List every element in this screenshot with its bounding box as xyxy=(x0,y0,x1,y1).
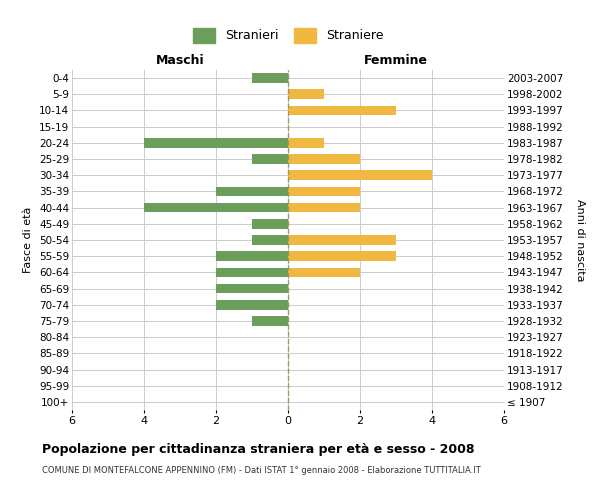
Bar xyxy=(252,235,288,245)
Bar xyxy=(252,73,288,83)
Bar xyxy=(252,154,288,164)
Bar xyxy=(216,252,288,261)
Y-axis label: Anni di nascita: Anni di nascita xyxy=(575,198,584,281)
Y-axis label: Fasce di età: Fasce di età xyxy=(23,207,34,273)
Bar xyxy=(216,300,288,310)
Text: Maschi: Maschi xyxy=(155,54,205,67)
Text: COMUNE DI MONTEFALCONE APPENNINO (FM) - Dati ISTAT 1° gennaio 2008 - Elaborazion: COMUNE DI MONTEFALCONE APPENNINO (FM) - … xyxy=(42,466,481,475)
Bar xyxy=(288,106,396,116)
Bar xyxy=(144,203,288,212)
Bar xyxy=(288,170,432,180)
Bar xyxy=(252,316,288,326)
Bar xyxy=(144,138,288,147)
Text: Popolazione per cittadinanza straniera per età e sesso - 2008: Popolazione per cittadinanza straniera p… xyxy=(42,442,475,456)
Bar xyxy=(216,268,288,277)
Bar xyxy=(288,203,360,212)
Bar xyxy=(288,186,360,196)
Bar xyxy=(216,186,288,196)
Bar xyxy=(288,90,324,99)
Bar xyxy=(288,235,396,245)
Bar xyxy=(216,284,288,294)
Bar xyxy=(288,252,396,261)
Bar xyxy=(288,154,360,164)
Bar xyxy=(288,268,360,277)
Text: Femmine: Femmine xyxy=(364,54,428,67)
Bar xyxy=(288,138,324,147)
Legend: Stranieri, Straniere: Stranieri, Straniere xyxy=(186,22,390,49)
Bar xyxy=(252,219,288,228)
